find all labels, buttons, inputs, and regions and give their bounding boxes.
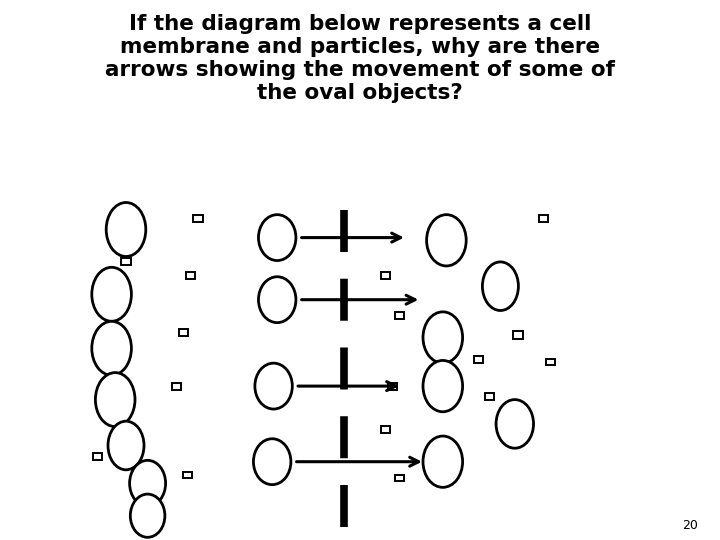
Ellipse shape xyxy=(92,267,132,321)
Ellipse shape xyxy=(423,361,463,412)
Bar xyxy=(395,475,404,481)
Bar xyxy=(539,215,548,222)
Ellipse shape xyxy=(253,438,291,485)
Bar xyxy=(121,258,131,265)
Bar xyxy=(388,382,397,390)
Ellipse shape xyxy=(423,436,463,487)
Ellipse shape xyxy=(108,421,144,470)
Ellipse shape xyxy=(426,214,467,266)
Ellipse shape xyxy=(130,460,166,507)
Text: If the diagram below represents a cell
membrane and particles, why are there
arr: If the diagram below represents a cell m… xyxy=(105,14,615,103)
Ellipse shape xyxy=(423,312,463,363)
Bar xyxy=(474,355,484,363)
Ellipse shape xyxy=(92,321,132,375)
Bar xyxy=(395,312,405,320)
Ellipse shape xyxy=(107,202,145,256)
Bar xyxy=(485,393,495,401)
Ellipse shape xyxy=(258,214,296,260)
Bar xyxy=(546,359,555,365)
Ellipse shape xyxy=(258,276,296,322)
Ellipse shape xyxy=(95,373,135,427)
Bar xyxy=(193,215,203,222)
Bar xyxy=(183,472,192,478)
Bar xyxy=(92,453,102,460)
Bar xyxy=(381,426,390,433)
Bar xyxy=(172,382,181,390)
Bar xyxy=(179,328,189,335)
Bar xyxy=(186,272,196,279)
Bar xyxy=(381,272,390,279)
Ellipse shape xyxy=(255,363,292,409)
Text: 20: 20 xyxy=(683,519,698,532)
Ellipse shape xyxy=(130,494,165,537)
Ellipse shape xyxy=(482,262,518,310)
Ellipse shape xyxy=(496,400,534,448)
Bar xyxy=(513,331,523,339)
